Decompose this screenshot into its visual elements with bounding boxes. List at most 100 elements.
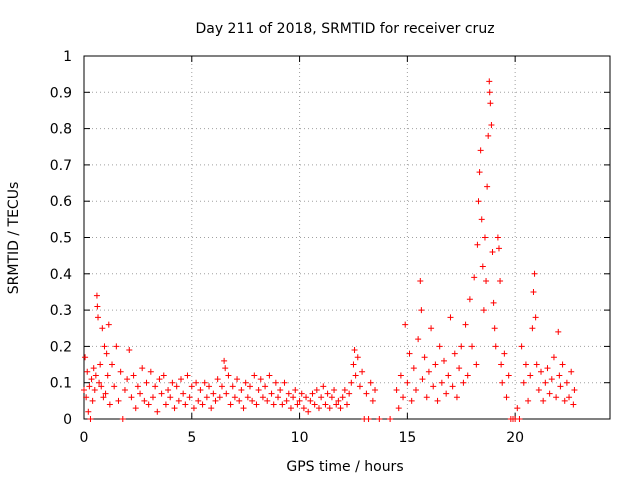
data-point <box>214 376 221 383</box>
data-point <box>428 325 435 332</box>
data-point <box>527 372 534 379</box>
data-point <box>497 278 504 285</box>
data-point <box>203 394 210 401</box>
data-point <box>501 350 508 357</box>
data-point <box>143 379 150 386</box>
grid <box>84 56 610 419</box>
data-point <box>222 365 229 372</box>
data-point <box>351 347 358 354</box>
data-point <box>262 383 269 390</box>
data-point <box>441 357 448 364</box>
data-point <box>195 397 202 404</box>
data-point <box>529 325 536 332</box>
data-point <box>84 368 91 375</box>
data-point <box>147 368 154 375</box>
data-point <box>218 383 225 390</box>
data-point <box>100 394 107 401</box>
data-point <box>460 379 467 386</box>
data-point <box>341 386 348 393</box>
data-point <box>556 372 563 379</box>
y-tick-label: 1 <box>63 49 72 65</box>
data-point <box>491 325 498 332</box>
data-point <box>132 405 139 412</box>
data-point <box>387 416 394 422</box>
data-point <box>412 386 419 393</box>
data-point <box>231 394 238 401</box>
data-point <box>210 390 217 397</box>
data-point <box>365 416 372 422</box>
data-point <box>471 274 478 281</box>
data-point <box>197 386 204 393</box>
data-point <box>162 401 169 408</box>
data-point <box>503 394 510 401</box>
data-point <box>190 405 197 412</box>
data-point <box>484 183 491 190</box>
data-point <box>445 372 452 379</box>
data-point <box>223 390 230 397</box>
data-point <box>462 321 469 328</box>
data-point <box>268 390 275 397</box>
data-point <box>550 354 557 361</box>
data-point <box>137 390 144 397</box>
data-point <box>128 394 135 401</box>
data-point <box>476 169 483 176</box>
data-point <box>103 350 110 357</box>
data-point <box>335 397 342 404</box>
data-point <box>376 416 383 422</box>
data-point <box>346 390 353 397</box>
data-point <box>106 401 113 408</box>
data-point <box>479 263 486 270</box>
data-point <box>563 379 570 386</box>
data-point <box>188 383 195 390</box>
data-point <box>102 390 109 397</box>
data-point <box>124 376 131 383</box>
data-point <box>410 365 417 372</box>
data-point <box>553 394 560 401</box>
data-point <box>206 383 213 390</box>
data-point <box>240 405 247 412</box>
data-point <box>89 397 96 404</box>
data-point <box>309 390 316 397</box>
data-point <box>294 401 301 408</box>
data-point <box>492 343 499 350</box>
data-point <box>270 401 277 408</box>
axis-ticks <box>83 55 610 420</box>
data-point <box>505 372 512 379</box>
data-point <box>566 394 573 401</box>
data-point <box>111 383 118 390</box>
plot-frame <box>83 55 611 420</box>
data-point <box>296 397 303 404</box>
x-tick-label: 0 <box>80 430 89 446</box>
data-point <box>367 379 374 386</box>
data-point <box>109 361 116 368</box>
data-point <box>530 288 537 295</box>
data-point <box>285 390 292 397</box>
data-point <box>93 292 100 299</box>
data-point <box>145 401 152 408</box>
data-point <box>257 376 264 383</box>
data-point <box>354 354 361 361</box>
data-point <box>421 354 428 361</box>
data-point <box>402 321 409 328</box>
data-point <box>350 361 357 368</box>
data-point <box>86 383 93 390</box>
y-tick-label: 0.6 <box>50 194 72 210</box>
data-point <box>221 357 228 364</box>
y-tick-label: 0.5 <box>50 231 72 247</box>
data-point <box>255 386 262 393</box>
data-point <box>149 394 156 401</box>
data-point <box>275 394 282 401</box>
data-point <box>292 386 299 393</box>
data-point <box>113 343 120 350</box>
data-point <box>538 368 545 375</box>
data-point <box>548 376 555 383</box>
data-point <box>121 386 128 393</box>
data-point <box>134 383 141 390</box>
data-point <box>546 390 553 397</box>
x-tick-labels: 0 5 10 15 20 <box>80 430 525 446</box>
data-points <box>81 78 578 422</box>
data-point <box>101 343 108 350</box>
data-point <box>328 394 335 401</box>
data-point <box>478 216 485 223</box>
y-tick-label: 0.8 <box>50 122 72 138</box>
